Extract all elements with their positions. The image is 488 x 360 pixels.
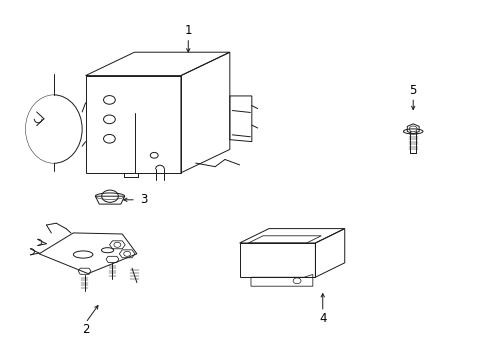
Text: 2: 2: [81, 323, 89, 336]
Text: 1: 1: [184, 24, 192, 37]
Text: 3: 3: [140, 193, 148, 206]
Text: 4: 4: [318, 312, 326, 325]
Text: 5: 5: [408, 84, 416, 96]
